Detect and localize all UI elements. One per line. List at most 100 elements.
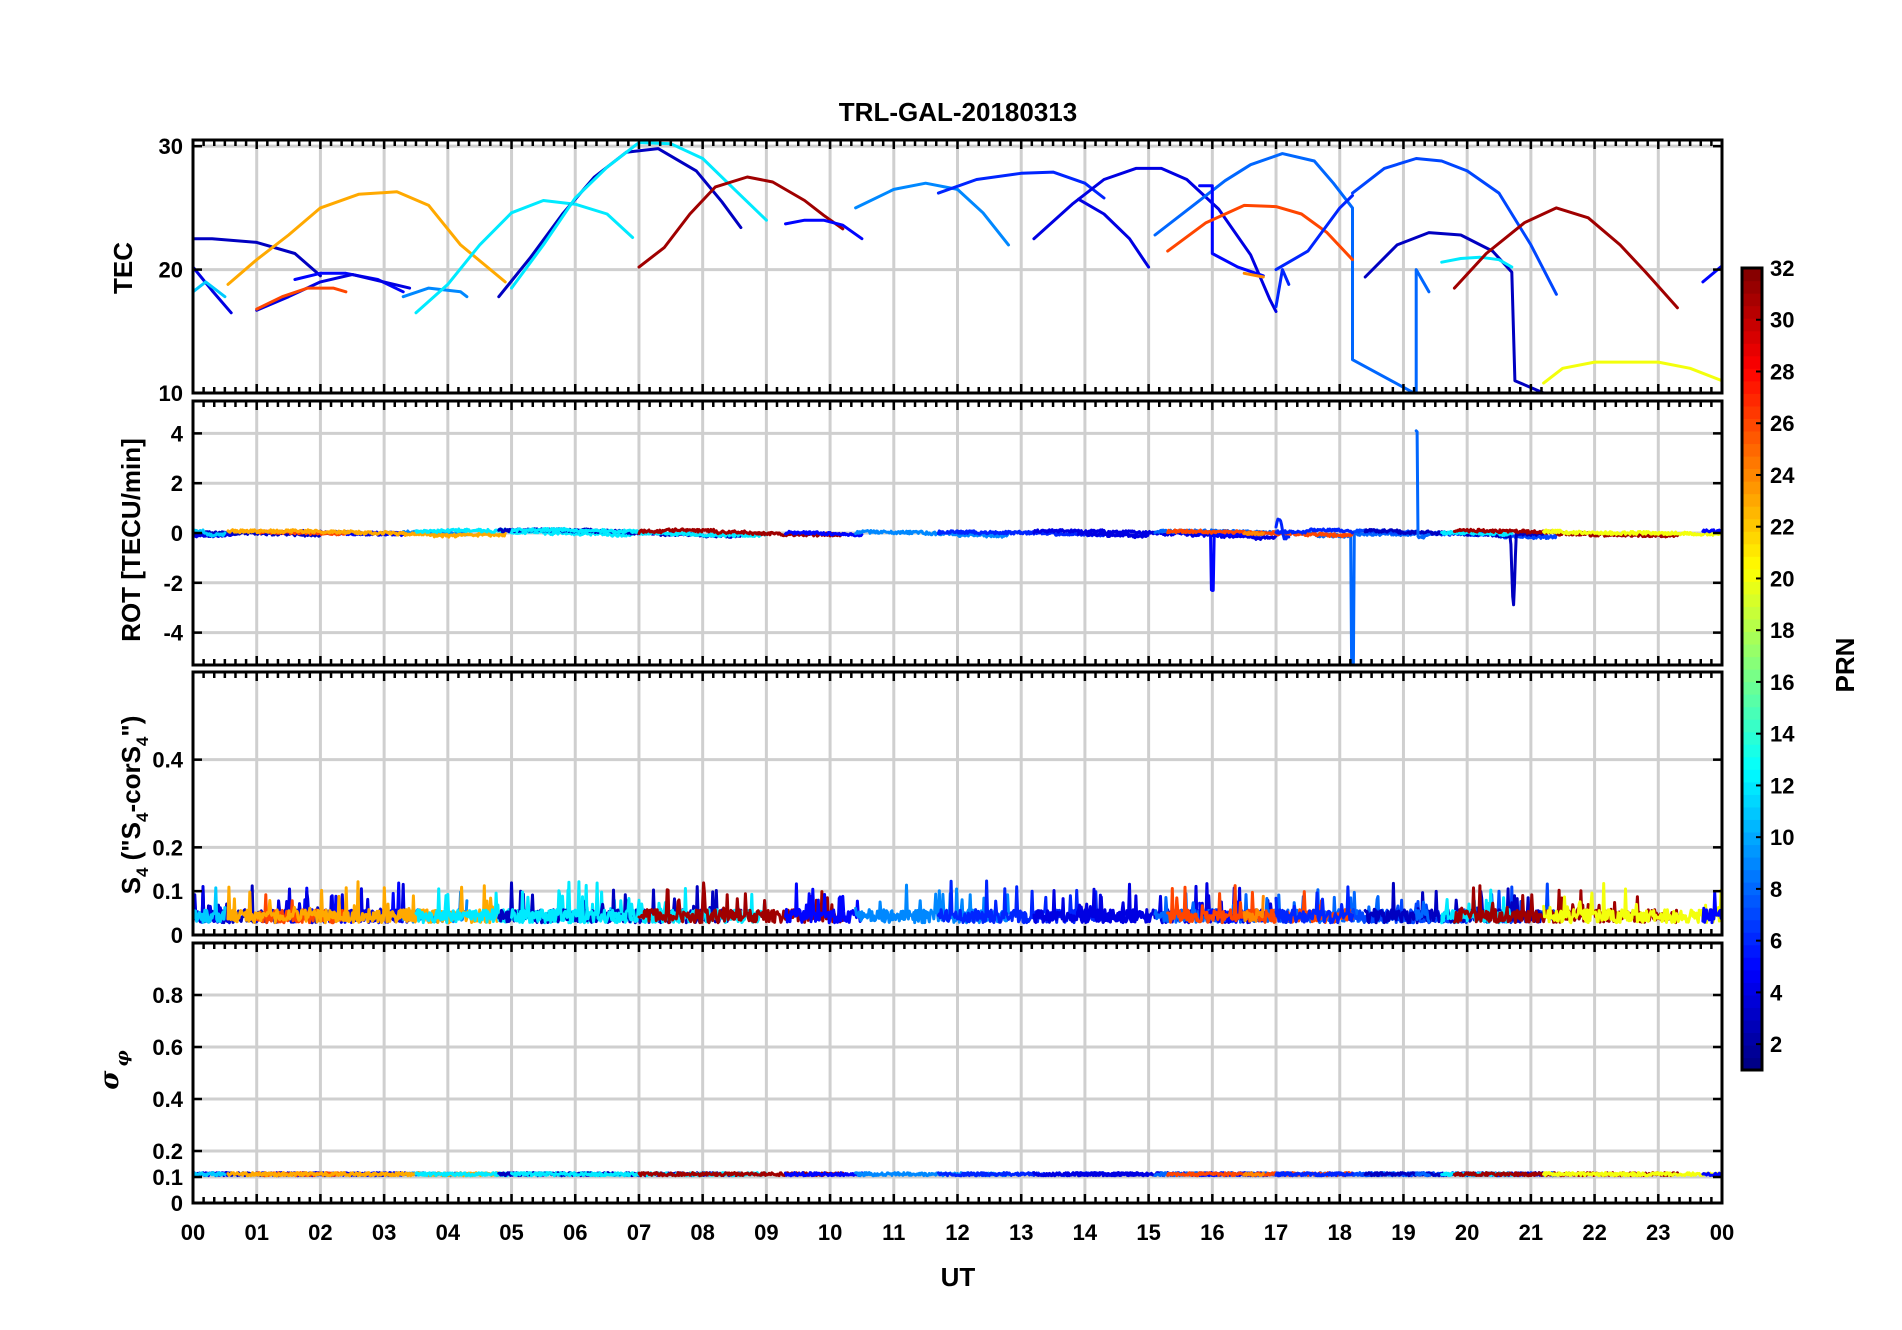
panel-sigma-phi: 00.10.2 0.4 0.6 0.8 bbox=[152, 941, 1724, 1216]
rot-trace-prn-4 bbox=[1077, 531, 1151, 540]
colorbar-tick-label: 30 bbox=[1770, 308, 1794, 333]
colorbar-tick-label: 16 bbox=[1770, 670, 1794, 695]
colorbar-segment bbox=[1742, 556, 1762, 570]
sigma-phi-trace-prn-20 bbox=[1542, 1171, 1722, 1178]
panel-tec: 10 20 30 bbox=[159, 134, 1724, 406]
colorbar-segment bbox=[1742, 481, 1762, 495]
colorbar-segment bbox=[1742, 418, 1762, 432]
tec-trace-prn-6 bbox=[936, 170, 1106, 200]
tec-trace-prn-8 bbox=[1153, 152, 1418, 393]
colorbar-tick-label: 8 bbox=[1770, 877, 1782, 902]
rot-trace-prn-8 bbox=[1414, 429, 1431, 540]
tec-trace-prn-8 bbox=[1414, 268, 1431, 393]
x-tick-label: 03 bbox=[372, 1220, 396, 1245]
colorbar-segment bbox=[1742, 393, 1762, 407]
tec-trace-prn-6 bbox=[1274, 268, 1291, 309]
colorbar-segment bbox=[1742, 1007, 1762, 1021]
s4-y-tick-label: 0.1 bbox=[152, 879, 183, 904]
rot-y-tick-label: 0 bbox=[171, 521, 183, 546]
s4-y-tick-label: 0 bbox=[171, 923, 183, 948]
x-tick-label: 08 bbox=[690, 1220, 714, 1245]
colorbar-segment bbox=[1742, 806, 1762, 820]
colorbar-segment bbox=[1742, 844, 1762, 858]
colorbar-segment bbox=[1742, 268, 1762, 282]
colorbar-segment bbox=[1742, 756, 1762, 770]
tec-trace-prn-31 bbox=[1452, 206, 1679, 310]
sigma-phi-y-tick-label: 0.6 bbox=[152, 1035, 183, 1060]
tec-trace-prn-31 bbox=[637, 175, 845, 269]
colorbar-segment bbox=[1742, 831, 1762, 846]
s4-trace-prn-6 bbox=[1274, 885, 1354, 925]
rot-trace-prn-5 bbox=[1701, 528, 1722, 534]
colorbar-segment bbox=[1742, 932, 1762, 946]
x-tick-label: 06 bbox=[563, 1220, 587, 1245]
s4-y-tick-label: 0.4 bbox=[152, 748, 183, 773]
s4-trace-prn-20 bbox=[1542, 882, 1722, 925]
tec-trace-prn-5 bbox=[1198, 184, 1265, 278]
colorbar-segment bbox=[1742, 606, 1762, 620]
x-tick-label: 11 bbox=[882, 1220, 905, 1245]
colorbar-segment bbox=[1742, 957, 1762, 971]
colorbar-segment bbox=[1742, 1057, 1762, 1071]
colorbar-segment bbox=[1742, 581, 1762, 595]
rot-trace-prn-6 bbox=[936, 529, 1106, 538]
tec-trace-prn-12 bbox=[414, 199, 635, 315]
sigma-phi-y-tick-label: 0.2 bbox=[152, 1139, 183, 1164]
colorbar-segment bbox=[1742, 1019, 1762, 1034]
colorbar-segment bbox=[1742, 593, 1762, 607]
x-tick-label: 20 bbox=[1455, 1220, 1479, 1245]
colorbar-segment bbox=[1742, 1032, 1762, 1046]
x-tick-label: 15 bbox=[1136, 1220, 1160, 1245]
colorbar-tick-label: 26 bbox=[1770, 411, 1794, 436]
colorbar-segment bbox=[1742, 769, 1762, 783]
rot-trace-prn-20 bbox=[1542, 528, 1722, 537]
colorbar-segment bbox=[1742, 568, 1762, 582]
colorbar-segment bbox=[1742, 618, 1762, 633]
tec-trace-prn-7 bbox=[1351, 157, 1558, 296]
x-tick-label: 12 bbox=[945, 1220, 969, 1245]
colorbar-segment bbox=[1742, 380, 1762, 394]
colorbar-segment bbox=[1742, 919, 1762, 933]
colorbar-segment bbox=[1742, 643, 1762, 658]
tec-trace-prn-4 bbox=[255, 273, 412, 312]
tec-trace-prn-3 bbox=[193, 237, 322, 278]
x-tick-label: 23 bbox=[1646, 1220, 1670, 1245]
tec-trace-prn-4 bbox=[193, 265, 233, 315]
s4-trace-prn-24 bbox=[1242, 894, 1265, 923]
x-tick-label: 01 bbox=[244, 1220, 268, 1245]
colorbar-segment bbox=[1742, 969, 1762, 983]
x-tick-label: 22 bbox=[1582, 1220, 1606, 1245]
x-tick-label: 02 bbox=[308, 1220, 332, 1245]
x-tick-label: 10 bbox=[818, 1220, 842, 1245]
rot-trace-prn-5 bbox=[784, 529, 864, 538]
tec-trace-prn-4 bbox=[1077, 197, 1151, 269]
colorbar-segment bbox=[1742, 781, 1762, 795]
colorbar-segment bbox=[1742, 794, 1762, 808]
rot-trace-prn-23 bbox=[226, 528, 507, 539]
colorbar-segment bbox=[1742, 882, 1762, 896]
colorbar-segment bbox=[1742, 493, 1762, 507]
tec-trace-prn-4 bbox=[1032, 166, 1278, 313]
colorbar-segment bbox=[1742, 694, 1762, 708]
s4-y-tick-label: 0.2 bbox=[152, 835, 183, 860]
x-tick-label: 00 bbox=[181, 1220, 205, 1245]
x-tick-label: 17 bbox=[1264, 1220, 1288, 1245]
colorbar-tick-label: 2 bbox=[1770, 1032, 1782, 1057]
colorbar-segment bbox=[1742, 869, 1762, 883]
colorbar-label: PRN bbox=[1830, 638, 1860, 693]
tec-trace-prn-3 bbox=[497, 147, 743, 299]
colorbar-segment bbox=[1742, 907, 1762, 921]
tec-trace-prn-6 bbox=[1274, 194, 1354, 272]
tec-traces bbox=[193, 141, 1722, 393]
colorbar-segment bbox=[1742, 681, 1762, 695]
colorbar-segment bbox=[1742, 468, 1762, 482]
sigma-phi-y-tick-label: 0 bbox=[171, 1191, 183, 1216]
colorbar-frame bbox=[1740, 266, 1764, 1072]
colorbar-segment bbox=[1742, 656, 1762, 670]
colorbar-segment bbox=[1742, 994, 1762, 1008]
tec-y-tick-label: 10 bbox=[159, 381, 183, 406]
tec-trace-prn-26 bbox=[255, 286, 348, 311]
panel-rot: -4 -2 0 2 4 bbox=[163, 399, 1724, 667]
colorbar-segment bbox=[1742, 330, 1762, 344]
